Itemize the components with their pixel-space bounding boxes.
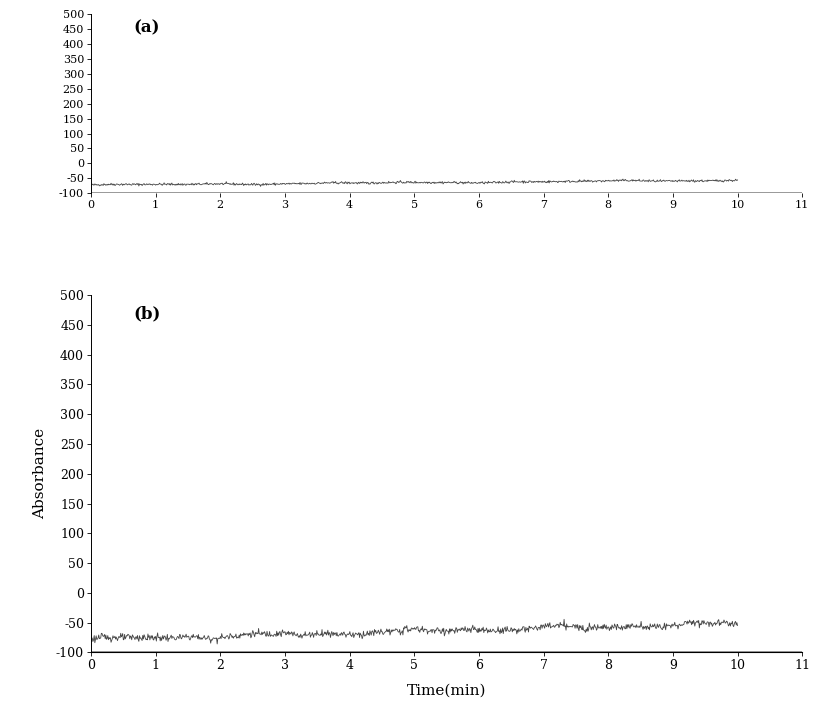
Text: (b): (b) xyxy=(134,305,161,323)
X-axis label: Time(min): Time(min) xyxy=(407,683,486,698)
Y-axis label: Absorbance: Absorbance xyxy=(34,428,48,519)
Text: (a): (a) xyxy=(134,19,160,37)
